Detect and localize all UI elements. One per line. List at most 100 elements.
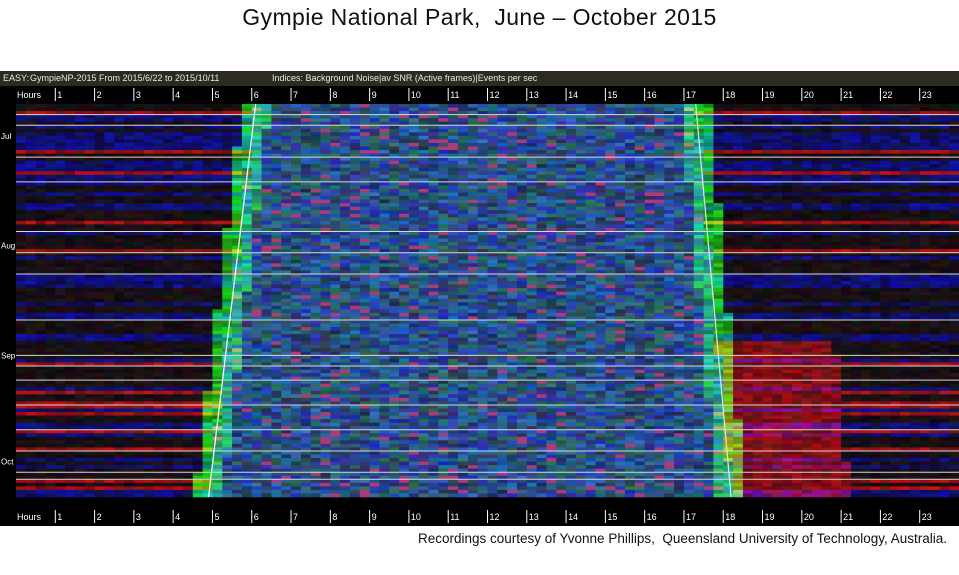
heatmap-cell xyxy=(182,167,194,172)
heatmap-cell xyxy=(320,181,331,186)
heatmap-cell xyxy=(487,171,498,176)
heatmap-cell xyxy=(634,171,645,176)
heatmap-cell xyxy=(831,125,842,130)
heatmap-cell xyxy=(261,277,272,282)
heatmap-cell xyxy=(919,107,930,112)
heatmap-cell xyxy=(241,142,253,147)
heatmap-cell xyxy=(222,160,233,165)
heatmap-cell xyxy=(782,104,793,108)
heatmap-cell xyxy=(104,150,115,154)
heatmap-cell xyxy=(507,263,518,268)
heatmap-cell xyxy=(133,125,144,130)
heatmap-cell xyxy=(762,167,773,172)
heatmap-cell xyxy=(909,281,921,285)
heatmap-cell xyxy=(634,220,645,225)
heatmap-cell xyxy=(45,192,56,197)
heatmap-cell xyxy=(526,146,537,151)
heatmap-cell xyxy=(369,259,380,264)
heatmap-cell xyxy=(536,146,547,151)
heatmap-cell xyxy=(310,192,321,197)
heatmap-cell xyxy=(281,181,292,186)
heatmap-cell xyxy=(74,259,86,264)
heatmap-cell xyxy=(644,252,655,257)
heatmap-cell xyxy=(742,114,754,119)
heatmap-cell xyxy=(45,157,56,161)
heatmap-cell xyxy=(74,238,86,243)
heatmap-cell xyxy=(821,121,832,126)
heatmap-cell xyxy=(281,277,292,282)
heatmap-cell xyxy=(173,178,184,183)
heatmap-cell xyxy=(939,199,950,204)
heatmap-cell xyxy=(713,266,724,271)
heatmap-cell xyxy=(516,157,528,161)
heatmap-cell xyxy=(546,242,557,246)
heatmap-cell xyxy=(762,153,773,158)
heatmap-cell xyxy=(192,128,203,133)
heatmap-cell xyxy=(320,111,331,115)
heatmap-cell xyxy=(310,235,321,239)
heatmap-cell xyxy=(389,224,400,229)
heatmap-cell xyxy=(399,114,410,119)
heatmap-cell xyxy=(575,153,587,158)
heatmap-cell xyxy=(281,160,292,165)
heatmap-cell xyxy=(850,231,862,236)
heatmap-cell xyxy=(310,242,321,246)
heatmap-cell xyxy=(536,157,547,161)
heatmap-cell xyxy=(16,273,27,278)
heatmap-cell xyxy=(232,157,243,161)
heatmap-cell xyxy=(418,192,429,197)
heatmap-cell xyxy=(212,192,223,197)
heatmap-cell xyxy=(448,210,459,215)
heatmap-cell xyxy=(192,192,203,197)
heatmap-cell xyxy=(25,128,36,133)
heatmap-cell xyxy=(526,196,537,200)
heatmap-cell xyxy=(163,231,174,236)
heatmap-cell xyxy=(232,263,243,268)
heatmap-cell xyxy=(900,178,911,183)
heatmap-cell xyxy=(369,150,380,154)
heatmap-cell xyxy=(949,128,959,133)
heatmap-cell xyxy=(212,199,223,204)
heatmap-cell xyxy=(428,220,439,225)
heatmap-cell xyxy=(408,284,420,289)
heatmap-cell xyxy=(595,259,606,264)
heatmap-cell xyxy=(507,210,518,215)
heatmap-cell xyxy=(683,203,695,207)
heatmap-cell xyxy=(615,142,626,147)
heatmap-cell xyxy=(300,266,311,271)
heatmap-cell xyxy=(359,284,370,289)
heatmap-cell xyxy=(507,220,518,225)
heatmap-cell xyxy=(487,224,498,229)
heatmap-cell xyxy=(241,245,253,250)
heatmap-cell xyxy=(860,142,871,147)
heatmap-cell xyxy=(25,270,36,275)
heatmap-cell xyxy=(389,203,400,207)
heatmap-cell xyxy=(399,227,410,232)
heatmap-cell xyxy=(654,188,665,193)
heatmap-cell xyxy=(664,235,675,239)
heatmap-cell xyxy=(723,146,734,151)
heatmap-cell xyxy=(114,128,125,133)
heatmap-cell xyxy=(379,281,390,285)
heatmap-cell xyxy=(566,118,577,122)
heatmap-cell xyxy=(890,256,901,261)
heatmap-cell xyxy=(418,213,429,218)
heatmap-cell xyxy=(428,178,439,183)
heatmap-cell xyxy=(94,160,105,165)
heatmap-cell xyxy=(762,213,773,218)
heatmap-cell xyxy=(772,256,783,261)
heatmap-cell xyxy=(674,153,685,158)
heatmap-cell xyxy=(300,235,311,239)
heatmap-cell xyxy=(379,139,390,144)
heatmap-cell xyxy=(516,160,528,165)
heatmap-cell xyxy=(359,217,370,222)
heatmap-cell xyxy=(792,263,803,268)
heatmap-cell xyxy=(742,153,754,158)
heatmap-cell xyxy=(408,242,420,246)
heatmap-cell xyxy=(212,206,223,211)
heatmap-cell xyxy=(605,263,616,268)
heatmap-cell xyxy=(202,196,213,200)
heatmap-cell xyxy=(182,281,194,285)
heatmap-cell xyxy=(25,256,36,261)
heatmap-cell xyxy=(762,270,773,275)
